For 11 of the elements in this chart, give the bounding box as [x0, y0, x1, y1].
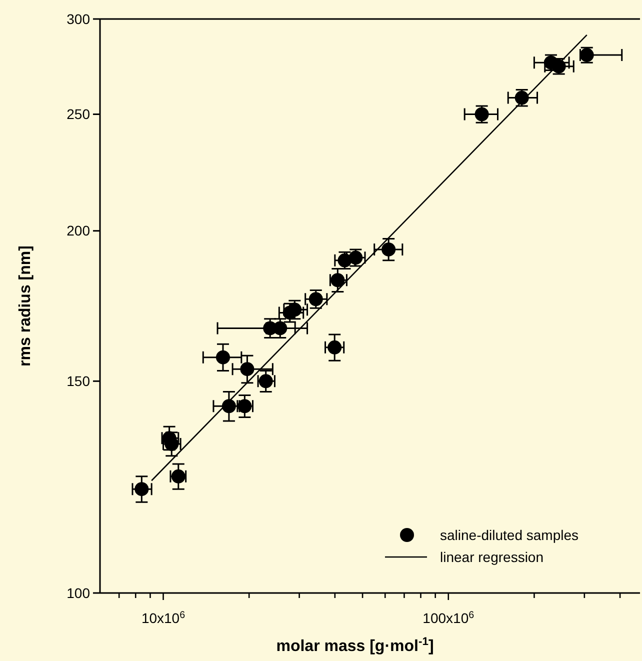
x-axis-title: molar mass [g·mol$^{-1}$]	[276, 636, 434, 655]
legend-label: saline-diluted samples	[440, 526, 579, 543]
y-tick-label: 300	[66, 10, 90, 27]
x-tick-label: 10x10$^{6}$	[141, 610, 186, 626]
y-tick-label: 150	[66, 373, 90, 390]
legend-label: linear regression	[440, 548, 544, 565]
y-tick-label: 250	[66, 106, 90, 122]
x-tick-label: 100x10$^{6}$	[422, 610, 475, 626]
y-tick-label: 200	[66, 222, 90, 239]
y-tick-label: 100	[66, 584, 90, 601]
y-axis-title: rms radius [nm]	[17, 246, 34, 366]
